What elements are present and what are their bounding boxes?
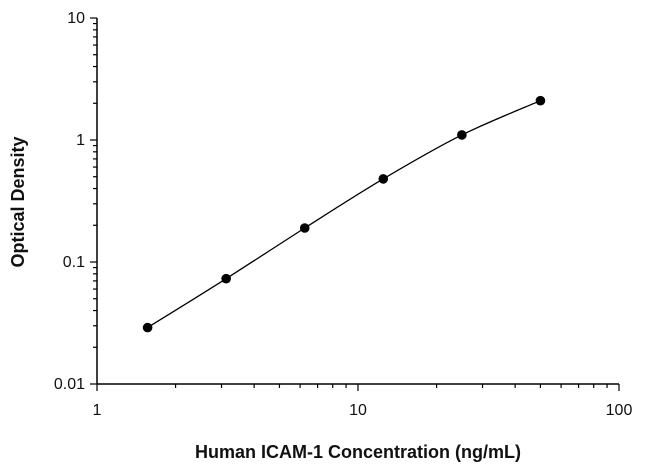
data-point [378, 174, 389, 184]
y-tick-label: 1 [76, 132, 85, 149]
x-tick-label: 100 [606, 402, 633, 419]
y-tick-label: 10 [67, 10, 85, 27]
x-axis-title: Human ICAM-1 Concentration (ng/mL) [195, 442, 521, 462]
x-tick-label: 1 [93, 402, 102, 419]
plot-area: 0.01 0.1 1 10 1 10 100 [54, 10, 633, 419]
data-point [299, 223, 310, 233]
data-point [535, 95, 546, 106]
y-tick-label: 0.01 [54, 376, 85, 393]
fit-curve [147, 100, 541, 329]
data-point [457, 130, 467, 140]
x-tick-label: 10 [349, 402, 367, 419]
data-point [221, 273, 231, 284]
data-point [142, 322, 153, 333]
y-tick-label: 0.1 [63, 254, 85, 271]
y-axis-title: Optical Density [8, 136, 28, 267]
